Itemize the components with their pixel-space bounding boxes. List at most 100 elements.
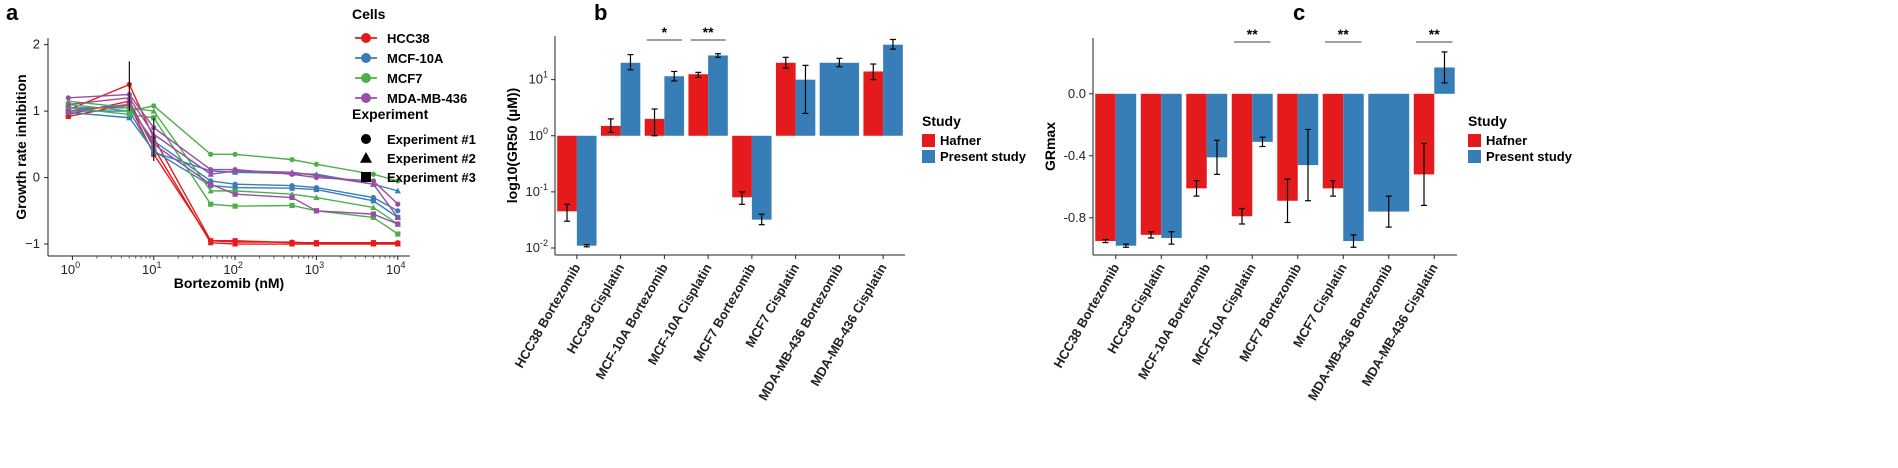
y-tick-label: 101 xyxy=(529,70,548,87)
y-tick-label: 2 xyxy=(33,37,40,52)
legend-label-MCF7: MCF7 xyxy=(387,71,422,86)
data-point xyxy=(370,214,376,221)
legend-experiment-title: Experiment xyxy=(352,106,429,122)
legend-label-study: Present study xyxy=(1486,149,1573,164)
x-tick-label: MDA-MB-436 Bortezomib xyxy=(1305,261,1396,403)
y-tick-label-base: 10 xyxy=(529,128,543,143)
x-tick-label-base: 10 xyxy=(223,262,237,277)
data-point xyxy=(232,203,238,209)
data-point xyxy=(207,187,214,194)
x-tick-label-exp: 1 xyxy=(156,260,161,270)
y-tick-label: 0.0 xyxy=(1068,86,1086,101)
bar-Hafner xyxy=(1413,93,1435,175)
data-point xyxy=(231,240,239,247)
data-point xyxy=(231,167,239,174)
data-point xyxy=(395,178,401,184)
y-tick-label-exp: -1 xyxy=(540,182,548,192)
legend-swatch-Hafner xyxy=(922,134,935,147)
x-tick-label-base: 10 xyxy=(305,262,319,277)
x-tick-label-exp: 2 xyxy=(238,260,243,270)
bar-Present study xyxy=(1115,93,1137,246)
legend-swatch-Hafner xyxy=(1468,134,1481,147)
legend-cells-title: Cells xyxy=(352,6,386,22)
y-axis-title: Growth rate inhibition xyxy=(13,74,29,219)
y-tick-label: −1 xyxy=(25,236,40,251)
x-tick-label: 104 xyxy=(386,260,405,277)
legend-label-experiment: Experiment #1 xyxy=(387,132,476,147)
bar-Present study xyxy=(1161,93,1182,238)
data-point xyxy=(289,202,295,209)
y-axis-title: GRmax xyxy=(1042,122,1058,171)
bar-Hafner xyxy=(775,62,796,136)
legend-label-experiment: Experiment #2 xyxy=(387,151,476,166)
y-tick-label-base: 10 xyxy=(529,72,543,87)
data-point xyxy=(395,231,401,237)
bar-Present study xyxy=(1206,93,1228,158)
legend-marker-MDA-MB-436 xyxy=(361,93,371,103)
data-point xyxy=(313,186,320,193)
x-tick-label: 101 xyxy=(142,260,161,277)
legend-marker-triangle xyxy=(360,152,372,163)
data-point xyxy=(65,108,71,114)
data-point xyxy=(395,201,401,207)
x-tick-label-exp: 4 xyxy=(401,260,406,270)
legend-label-MDA-MB-436: MDA-MB-436 xyxy=(387,91,467,106)
legend-label-experiment: Experiment #3 xyxy=(387,170,476,185)
data-point xyxy=(65,98,72,104)
data-point xyxy=(370,211,376,217)
data-point xyxy=(313,194,320,201)
bar-Hafner xyxy=(1140,93,1162,235)
legend-label-HCC38: HCC38 xyxy=(387,31,430,46)
data-point xyxy=(288,169,296,175)
x-tick-label: HCC38 Bortezomib xyxy=(1050,261,1122,371)
legend-swatch-Present study xyxy=(1468,150,1481,163)
panel-letter-b: b xyxy=(594,0,607,25)
data-point xyxy=(289,185,295,191)
data-point xyxy=(208,151,214,157)
data-point xyxy=(370,181,377,187)
legend-study-title: Study xyxy=(922,113,961,129)
data-point xyxy=(150,107,157,114)
data-point xyxy=(370,240,376,246)
data-point xyxy=(232,184,238,191)
data-point xyxy=(313,240,320,246)
y-tick-label: 10-2 xyxy=(526,238,548,255)
y-tick-label: -0.4 xyxy=(1064,148,1086,163)
data-point xyxy=(289,157,295,163)
legend-marker-MCF7 xyxy=(361,73,371,83)
data-point xyxy=(370,198,376,204)
bar-Present study xyxy=(883,44,903,136)
legend-swatch-Present study xyxy=(922,150,935,163)
y-tick-label: 100 xyxy=(529,126,548,143)
x-tick-label-base: 10 xyxy=(61,262,75,277)
bar-Present study xyxy=(1252,93,1273,142)
series-line-MCF-10A-square xyxy=(68,111,399,219)
data-point xyxy=(395,208,401,214)
bar-Hafner xyxy=(732,135,752,198)
data-point xyxy=(208,181,214,187)
legend-marker-circle xyxy=(361,134,371,144)
data-point xyxy=(370,171,376,177)
bar-Present study xyxy=(751,135,772,220)
data-point xyxy=(232,191,238,197)
significance-label: ** xyxy=(1338,26,1349,42)
data-point xyxy=(395,221,401,227)
bar-Present study xyxy=(664,76,685,136)
y-tick-label: -0.8 xyxy=(1064,210,1086,225)
significance-label: ** xyxy=(1247,26,1258,42)
panel-letter-c: c xyxy=(1293,0,1305,25)
data-point xyxy=(208,201,214,207)
bar-Hafner xyxy=(1231,93,1253,217)
x-tick-label-exp: 3 xyxy=(319,260,324,270)
y-tick-label-base: 10 xyxy=(526,184,540,199)
y-tick-label: 10-1 xyxy=(526,182,548,199)
y-tick-label-exp: -2 xyxy=(540,238,548,248)
x-tick-label: MDA-MB-436 Bortezomib xyxy=(755,261,846,403)
bar-Present study xyxy=(708,55,728,136)
x-axis-title: Bortezomib (nM) xyxy=(174,275,284,291)
data-point xyxy=(208,238,214,244)
